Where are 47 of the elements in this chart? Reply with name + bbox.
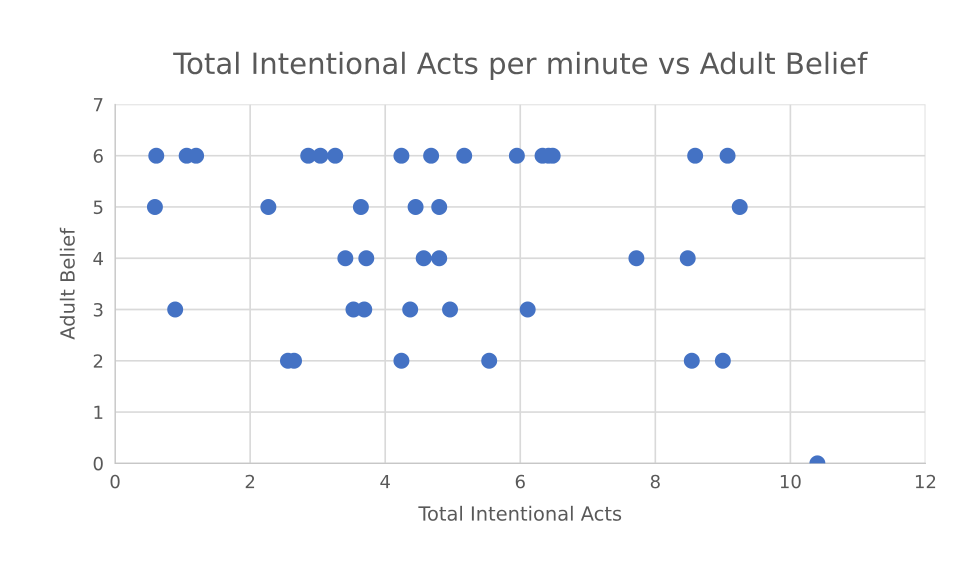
point [352,199,369,215]
point [416,250,432,266]
point [167,302,184,318]
point [456,148,472,164]
point [393,352,410,369]
point [312,148,328,164]
point [520,302,536,318]
point [431,199,448,215]
point [327,148,344,164]
y-tick-label: 3 [94,302,103,317]
y-tick-label: 0 [94,456,103,470]
point [732,199,748,215]
point [714,352,731,369]
x-tick-label: 10 [780,474,801,488]
x-tick-label: 4 [380,475,390,488]
y-tick-label: 4 [93,252,103,266]
point [442,302,458,318]
y-axis-title: Adult Belief [60,228,75,340]
x-tick-label: 12 [916,474,936,488]
y-tick-label: 2 [94,354,102,368]
x-tick-label: 0 [110,474,120,488]
point [146,199,163,215]
point [481,352,498,369]
point [431,250,448,266]
point [628,250,644,266]
point [508,148,525,164]
point [393,148,410,164]
point [402,302,418,318]
chart-title: Total Intentional Acts per minute vs Adult Belief [173,52,868,80]
point [408,199,424,215]
x-tick-label: 2 [246,474,254,488]
point [358,250,374,266]
x-tick-label: 6 [516,474,525,488]
point [684,352,700,369]
y-tick-label: 6 [94,149,103,163]
point [680,250,696,266]
point [260,199,276,215]
point [423,148,440,164]
y-tick-label: 7 [94,98,102,112]
point [720,148,736,164]
point [687,148,704,164]
x-axis-title: Total Intentional Acts [418,506,622,521]
point [337,250,354,266]
y-tick-label: 5 [94,200,102,214]
y-tick-label: 1 [94,406,102,419]
point [148,148,164,164]
x-tick-label: 8 [650,474,660,488]
